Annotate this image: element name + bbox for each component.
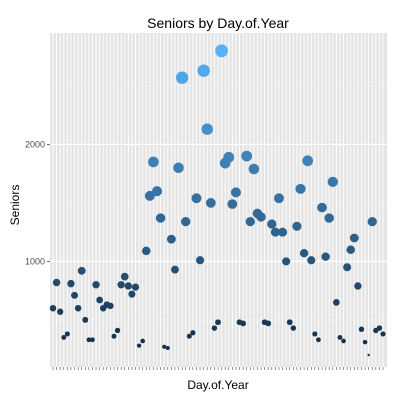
plot-panel: [50, 33, 387, 367]
data-point: [186, 333, 192, 339]
data-point: [292, 221, 302, 231]
data-point: [52, 278, 61, 287]
data-point: [90, 337, 95, 343]
chart-title: Seniors by Day.of.Year: [147, 15, 289, 31]
data-point: [162, 344, 167, 349]
data-point: [82, 316, 89, 323]
data-point: [241, 150, 253, 162]
data-point: [286, 319, 293, 326]
data-point: [215, 44, 228, 58]
data-point: [316, 337, 321, 343]
data-point: [324, 213, 334, 223]
data-point: [67, 279, 75, 288]
data-point: [117, 281, 125, 289]
data-point: [367, 216, 377, 227]
data-point: [380, 331, 386, 337]
data-point: [114, 327, 121, 334]
data-point: [92, 281, 100, 289]
data-point: [354, 282, 362, 290]
y-axis-title: Seniors: [8, 185, 22, 226]
data-point: [367, 353, 370, 357]
data-point: [245, 216, 255, 227]
data-point: [295, 183, 306, 194]
data-point: [86, 337, 92, 343]
data-point: [170, 265, 179, 274]
data-point: [155, 213, 166, 223]
data-point: [205, 198, 216, 208]
data-point: [290, 325, 297, 331]
data-point: [181, 216, 191, 227]
data-point: [358, 326, 365, 332]
data-point: [64, 331, 70, 337]
data-point: [227, 199, 238, 209]
data-point: [341, 338, 346, 344]
data-point: [333, 298, 340, 306]
data-point: [282, 257, 291, 266]
data-point: [346, 245, 355, 254]
data-point: [312, 331, 318, 337]
data-point: [77, 266, 86, 275]
data-point: [191, 193, 202, 204]
data-point: [201, 123, 213, 135]
axis-ticks: 1000 2000: [25, 139, 384, 370]
y-tick-label: 1000: [25, 256, 45, 266]
data-point: [321, 252, 330, 261]
data-point: [148, 156, 159, 168]
data-point: [343, 263, 352, 272]
data-point: [274, 193, 284, 204]
data-point: [120, 272, 129, 281]
data-point: [240, 320, 246, 327]
data-point: [197, 64, 210, 77]
data-point: [349, 233, 359, 243]
data-point: [152, 186, 163, 197]
data-point: [223, 151, 235, 163]
data-point: [267, 219, 277, 229]
data-point: [190, 330, 196, 336]
data-point: [111, 333, 117, 339]
data-point: [144, 190, 155, 201]
data-point: [131, 283, 140, 291]
data-point: [265, 320, 272, 327]
data-point: [215, 319, 221, 326]
data-point: [327, 176, 338, 187]
data-point: [96, 296, 104, 304]
data-point: [175, 71, 189, 84]
data-point: [136, 343, 142, 348]
data-point: [128, 290, 136, 298]
data-point: [307, 256, 316, 265]
data-point: [362, 339, 368, 345]
data-point: [61, 335, 67, 340]
data-point: [71, 291, 79, 299]
data-points: [49, 44, 386, 357]
data-point: [57, 308, 64, 315]
data-point: [165, 345, 170, 350]
x-axis-title: Day.of.Year: [187, 378, 248, 392]
data-point: [142, 246, 151, 256]
data-point: [74, 304, 82, 312]
data-point: [211, 325, 218, 331]
data-point: [173, 162, 184, 174]
data-point: [140, 338, 145, 344]
data-point: [166, 234, 176, 244]
data-point: [49, 304, 57, 312]
data-point: [317, 202, 327, 213]
data-point: [107, 302, 114, 310]
data-point: [302, 155, 314, 167]
data-point: [124, 282, 133, 290]
data-point: [337, 335, 343, 340]
data-point: [256, 212, 266, 222]
data-point: [270, 227, 280, 237]
data-point: [299, 249, 309, 258]
data-point: [278, 227, 288, 237]
data-point: [248, 163, 260, 175]
y-tick-label: 2000: [25, 139, 45, 149]
data-point: [376, 325, 383, 331]
data-point: [230, 187, 241, 198]
data-point: [195, 256, 205, 265]
